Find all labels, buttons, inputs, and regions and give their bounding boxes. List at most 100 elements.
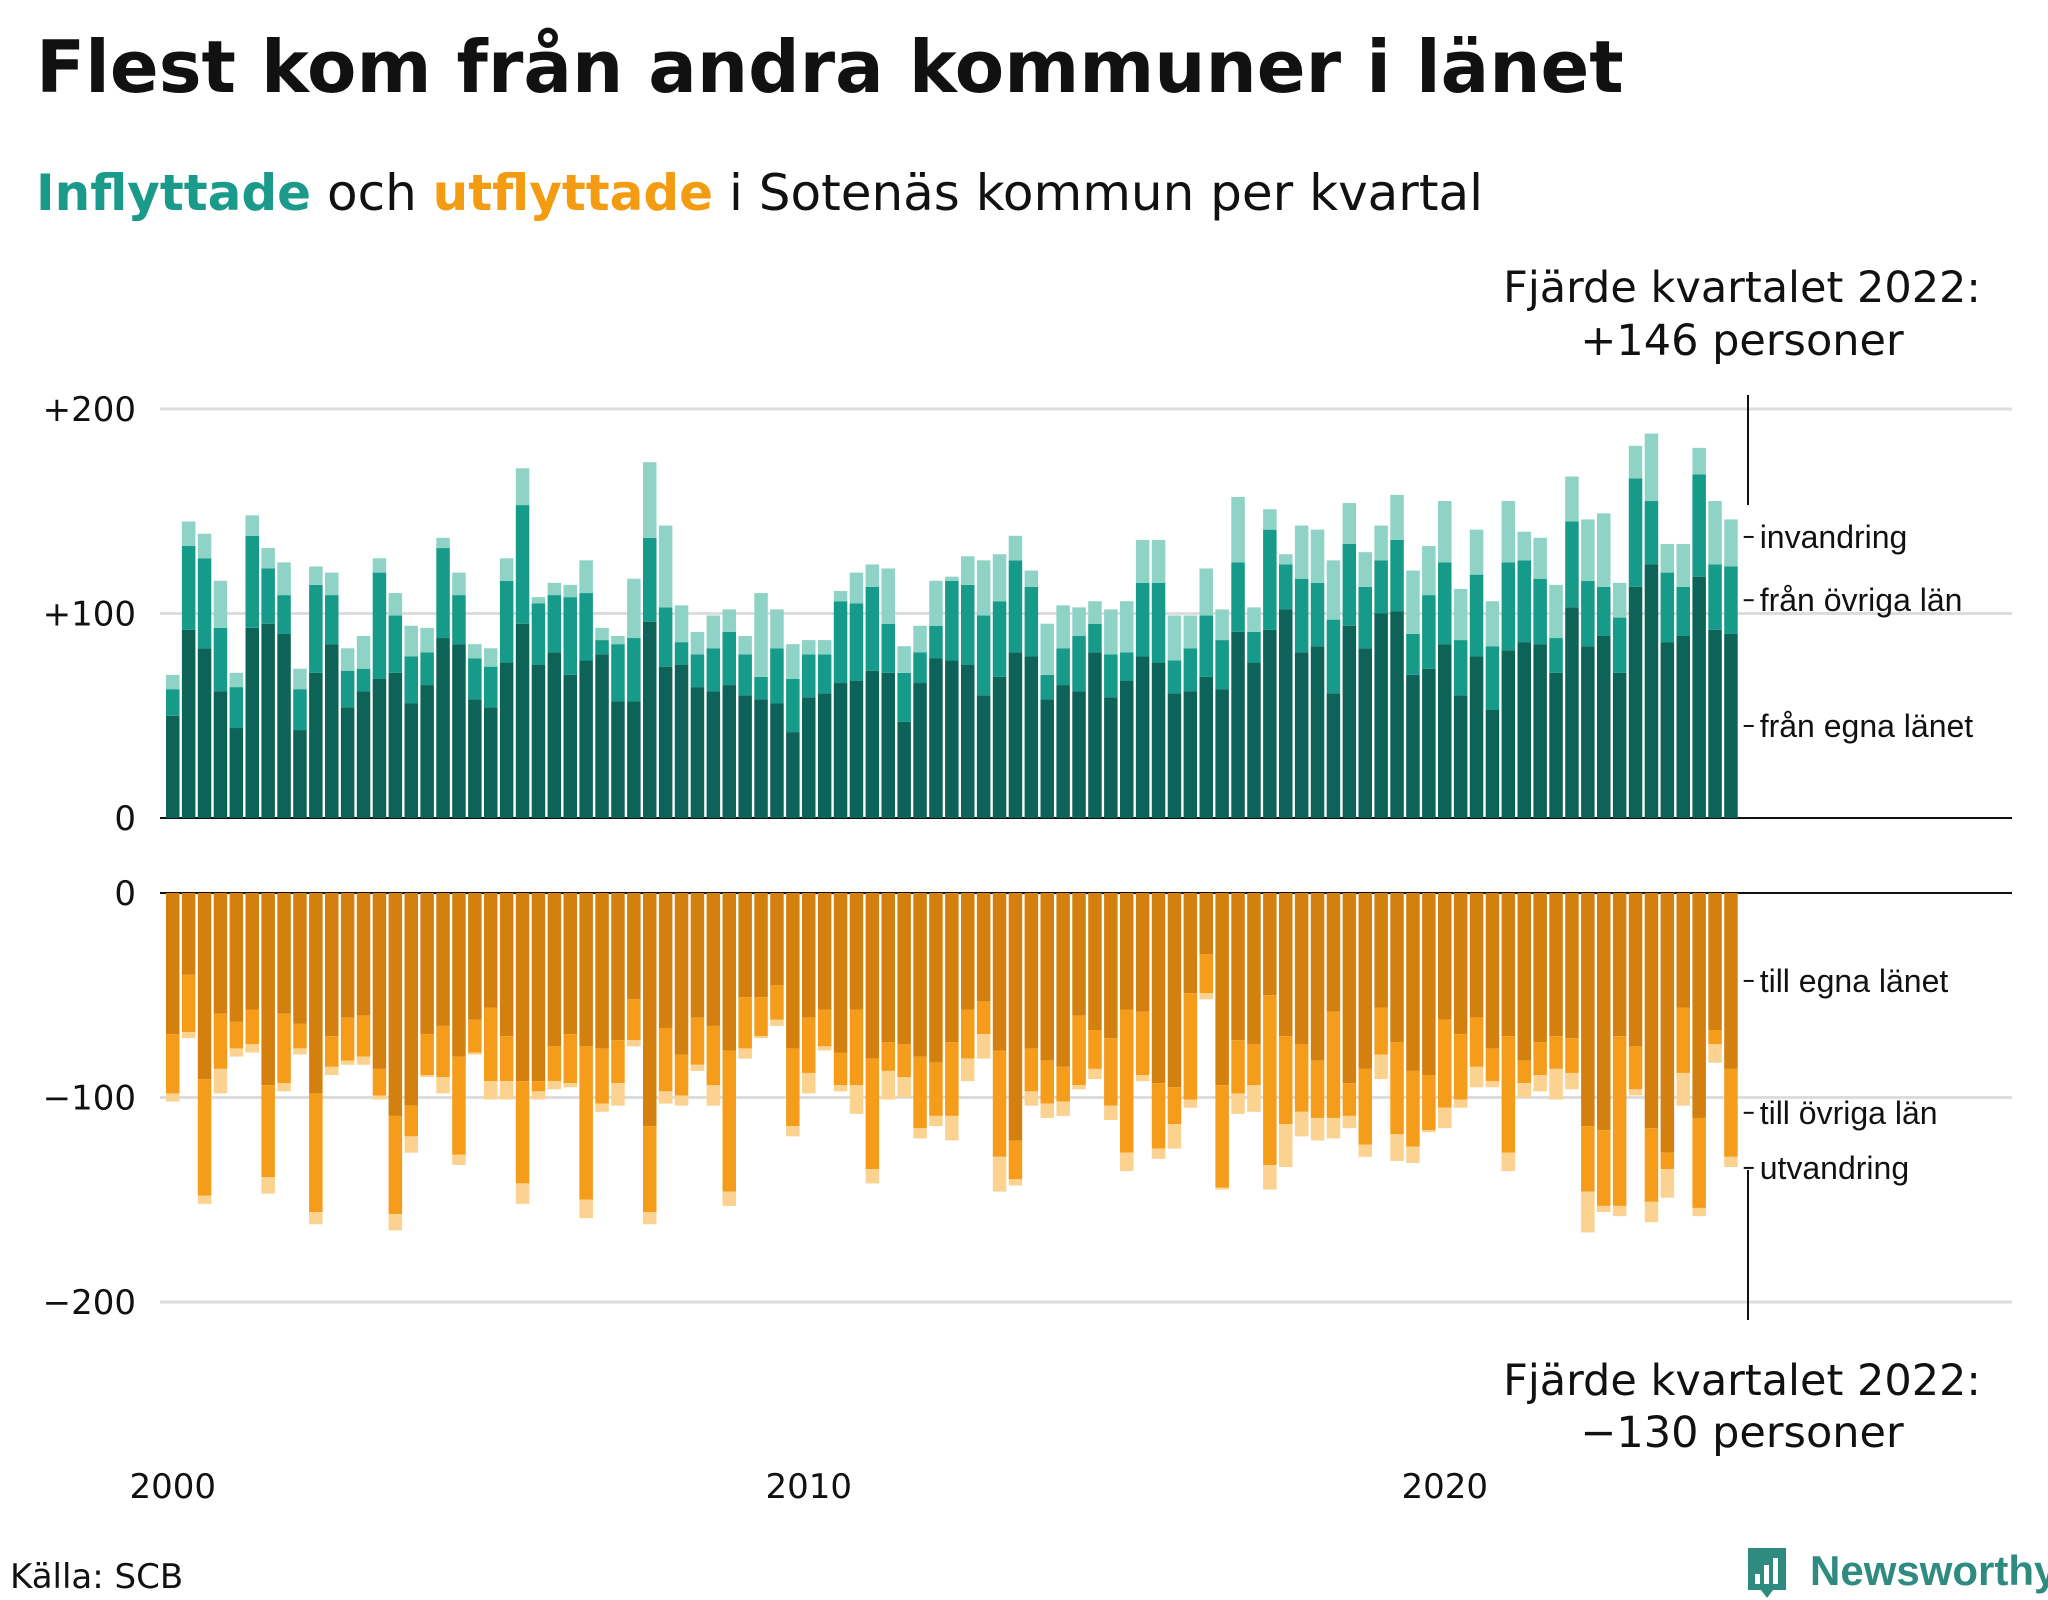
bar-in-0-96 — [1692, 576, 1706, 818]
bar-in-0-52 — [992, 676, 1007, 818]
bar-in-0-17 — [436, 638, 450, 818]
bar-in-0-22 — [515, 623, 530, 818]
bar-out-2-73 — [1326, 1117, 1341, 1139]
bar-in-1-60 — [1120, 652, 1134, 681]
bar-in-0-14 — [388, 672, 403, 818]
bar-out-0-18 — [452, 893, 466, 1057]
bar-out-2-89 — [1581, 1191, 1595, 1233]
bar-in-2-1 — [181, 521, 196, 547]
bar-out-0-9 — [309, 893, 323, 1094]
bar-out-2-85 — [1517, 1083, 1531, 1098]
bar-out-0-59 — [1104, 893, 1118, 1039]
bar-out-1-94 — [1660, 1152, 1675, 1170]
bar-out-0-20 — [484, 893, 498, 1008]
bar-in-0-75 — [1358, 648, 1372, 818]
bar-out-0-4 — [229, 893, 244, 1022]
bar-in-2-63 — [1167, 615, 1182, 661]
bar-in-1-16 — [420, 652, 434, 686]
bar-out-1-57 — [1072, 1015, 1086, 1086]
bar-in-2-72 — [1310, 529, 1325, 583]
bar-in-1-5 — [245, 535, 259, 628]
bar-out-0-71 — [1294, 893, 1309, 1045]
bar-out-0-95 — [1676, 893, 1690, 1008]
bar-in-2-62 — [1151, 539, 1166, 583]
bar-in-0-81 — [1453, 695, 1468, 818]
bar-in-0-47 — [913, 683, 927, 818]
annotation-bottom-line2: −130 personer — [1580, 1408, 1904, 1458]
bar-out-1-9 — [309, 1093, 323, 1213]
bar-in-1-48 — [929, 625, 943, 659]
bar-in-2-17 — [436, 537, 450, 549]
bar-out-0-65 — [1199, 893, 1213, 955]
bar-out-1-16 — [420, 1034, 434, 1076]
bar-out-0-91 — [1612, 893, 1627, 1037]
bar-in-0-46 — [897, 721, 911, 818]
bar-in-1-64 — [1183, 648, 1198, 692]
bar-out-1-51 — [976, 1001, 991, 1035]
bar-out-0-88 — [1565, 893, 1579, 1039]
bar-in-0-41 — [817, 693, 832, 818]
bar-in-1-83 — [1485, 646, 1500, 710]
bar-in-1-92 — [1628, 478, 1643, 587]
bar-out-1-64 — [1183, 993, 1198, 1100]
bar-out-0-81 — [1453, 893, 1468, 1035]
bar-out-0-73 — [1326, 893, 1341, 1012]
bar-out-1-11 — [340, 1017, 355, 1061]
bar-out-1-81 — [1453, 1034, 1468, 1100]
bar-out-2-53 — [1008, 1179, 1023, 1186]
bar-out-0-84 — [1501, 893, 1516, 1037]
bar-in-2-75 — [1358, 552, 1372, 587]
bar-in-0-5 — [245, 627, 259, 818]
bar-out-0-6 — [261, 893, 275, 1086]
bar-in-2-94 — [1660, 543, 1675, 573]
bar-out-1-80 — [1438, 1019, 1452, 1108]
bar-out-2-16 — [420, 1075, 434, 1078]
annotation-bottom-line1: Fjärde kvartalet 2022: — [1503, 1356, 1981, 1406]
bar-in-0-28 — [611, 701, 625, 818]
bar-in-1-2 — [197, 558, 212, 649]
bar-out-2-8 — [293, 1048, 307, 1055]
bar-out-0-33 — [690, 893, 705, 1018]
bar-in-0-8 — [293, 730, 307, 818]
bar-in-2-15 — [404, 625, 418, 657]
bar-in-0-11 — [340, 707, 355, 818]
bar-in-2-59 — [1104, 609, 1118, 655]
bar-in-2-77 — [1390, 494, 1404, 540]
bar-in-0-39 — [786, 732, 800, 818]
bar-in-1-68 — [1247, 631, 1261, 663]
bar-out-2-3 — [213, 1068, 228, 1094]
bar-out-1-1 — [181, 974, 196, 1033]
axis-ticks: +200 +100 0 0 −100 −200 2000 2010 2020 — [43, 390, 1488, 1507]
bar-in-2-35 — [722, 609, 736, 632]
bar-in-1-17 — [436, 548, 450, 639]
bar-out-2-1 — [181, 1032, 196, 1039]
bar-out-1-78 — [1406, 1070, 1420, 1147]
bar-in-1-50 — [961, 584, 975, 665]
bar-out-0-35 — [722, 893, 736, 1051]
bar-out-1-25 — [563, 1034, 577, 1084]
inflow-bars — [166, 433, 1738, 818]
bar-in-0-92 — [1628, 586, 1643, 818]
bar-in-0-62 — [1151, 662, 1166, 818]
bar-out-2-80 — [1438, 1107, 1452, 1129]
bar-out-2-46 — [897, 1077, 911, 1098]
bar-in-0-15 — [404, 703, 418, 818]
bar-in-2-79 — [1422, 546, 1436, 596]
bar-in-0-42 — [833, 683, 848, 818]
bar-in-2-44 — [865, 564, 880, 587]
bar-in-0-67 — [1231, 631, 1245, 818]
bar-in-0-45 — [881, 672, 895, 818]
bar-in-1-8 — [293, 689, 307, 731]
bar-in-2-0 — [166, 674, 180, 690]
bar-in-1-49 — [945, 580, 959, 661]
bar-in-1-19 — [468, 658, 482, 700]
bar-in-0-7 — [277, 633, 291, 818]
bar-in-0-53 — [1008, 652, 1023, 818]
bar-in-2-29 — [627, 578, 641, 639]
bar-out-1-3 — [213, 1013, 228, 1069]
bar-in-1-34 — [706, 648, 721, 692]
source-text: Källa: SCB — [10, 1557, 183, 1597]
bar-in-2-86 — [1533, 537, 1547, 579]
bar-out-0-51 — [976, 893, 991, 1002]
